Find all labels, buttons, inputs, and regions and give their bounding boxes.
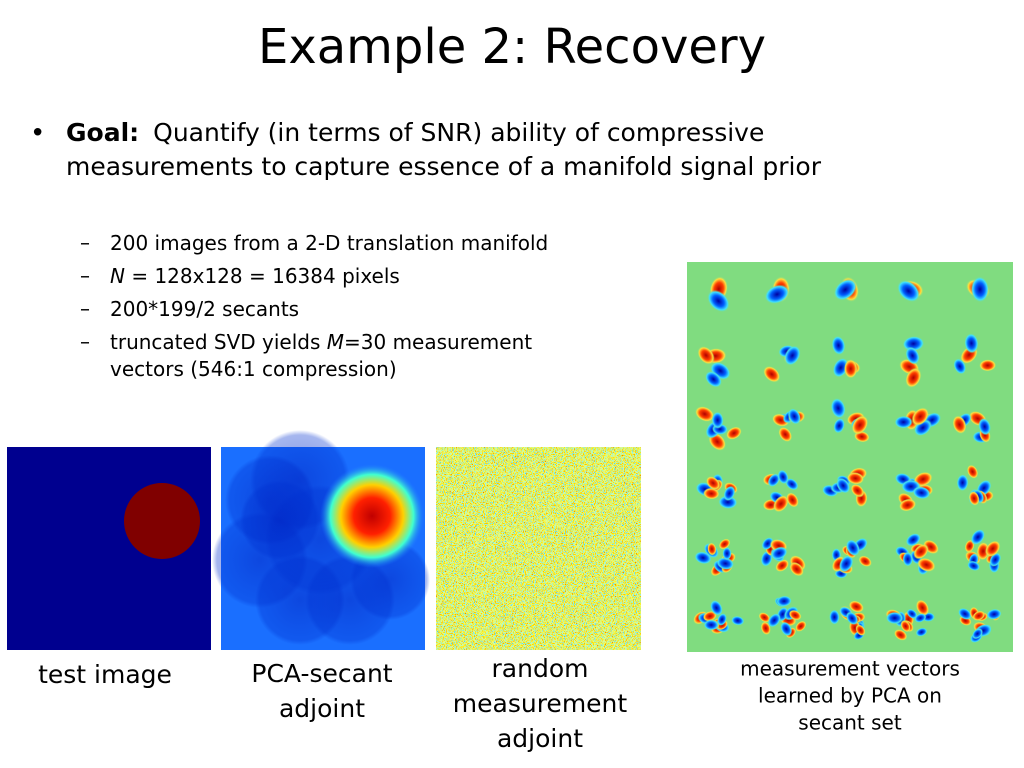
sub-bullet: 200 images from a 2-D translation manifo…	[110, 231, 548, 255]
sub-bullet-text: 200*199/2 secants	[110, 297, 299, 321]
dash: –	[80, 330, 90, 354]
slide-title: Example 2: Recovery	[258, 19, 766, 75]
random-image	[436, 447, 641, 650]
bullet-dot: •	[30, 119, 45, 149]
dash: –	[80, 297, 90, 321]
caption: adjoint	[497, 724, 583, 753]
caption: secant set	[798, 711, 902, 735]
sub-bullet-text: N	[110, 264, 125, 288]
bullet-line: Goal: Quantify (in terms of SNR) ability …	[66, 118, 764, 147]
dash: –	[80, 264, 90, 288]
caption: PCA-secant	[251, 659, 392, 688]
caption: measurement	[453, 689, 628, 718]
caption: learned by PCA on	[758, 684, 942, 708]
sub-bullet: N = 128x128 = 16384 pixels	[110, 264, 400, 288]
sub-bullet-text: =30 measurement	[344, 330, 532, 354]
sub-bullets: –200 images from a 2-D translation manif…	[80, 231, 548, 381]
bullet-text: measurements to capture essence of a man…	[66, 152, 822, 181]
caption: adjoint	[279, 694, 365, 723]
caption: test image	[38, 660, 172, 689]
caption: random	[492, 654, 589, 683]
sub-bullet: vectors (546:1 compression)	[110, 357, 397, 381]
sub-bullet-text: 200 images from a 2-D translation manifo…	[110, 231, 548, 255]
pca-secant-image	[212, 430, 430, 650]
bullet-text: Quantify (in terms of SNR) ability of co…	[153, 118, 764, 147]
sub-bullet: truncated SVD yields M=30 measurement	[110, 330, 532, 354]
sub-bullet: 200*199/2 secants	[110, 297, 299, 321]
dash: –	[80, 231, 90, 255]
measurement-vectors-image	[687, 262, 1013, 652]
sub-bullet-text: vectors (546:1 compression)	[110, 357, 397, 381]
captions: test image PCA-secant adjoint random measure…	[38, 654, 960, 753]
sub-bullet-text: = 128x128 = 16384 pixels	[125, 264, 400, 288]
caption: measurement vectors	[740, 657, 960, 681]
bullet-label: Goal:	[66, 118, 139, 147]
test-image	[7, 447, 211, 650]
sub-bullet-text: M	[327, 330, 344, 354]
sub-bullet-text: truncated SVD yields	[110, 330, 327, 354]
